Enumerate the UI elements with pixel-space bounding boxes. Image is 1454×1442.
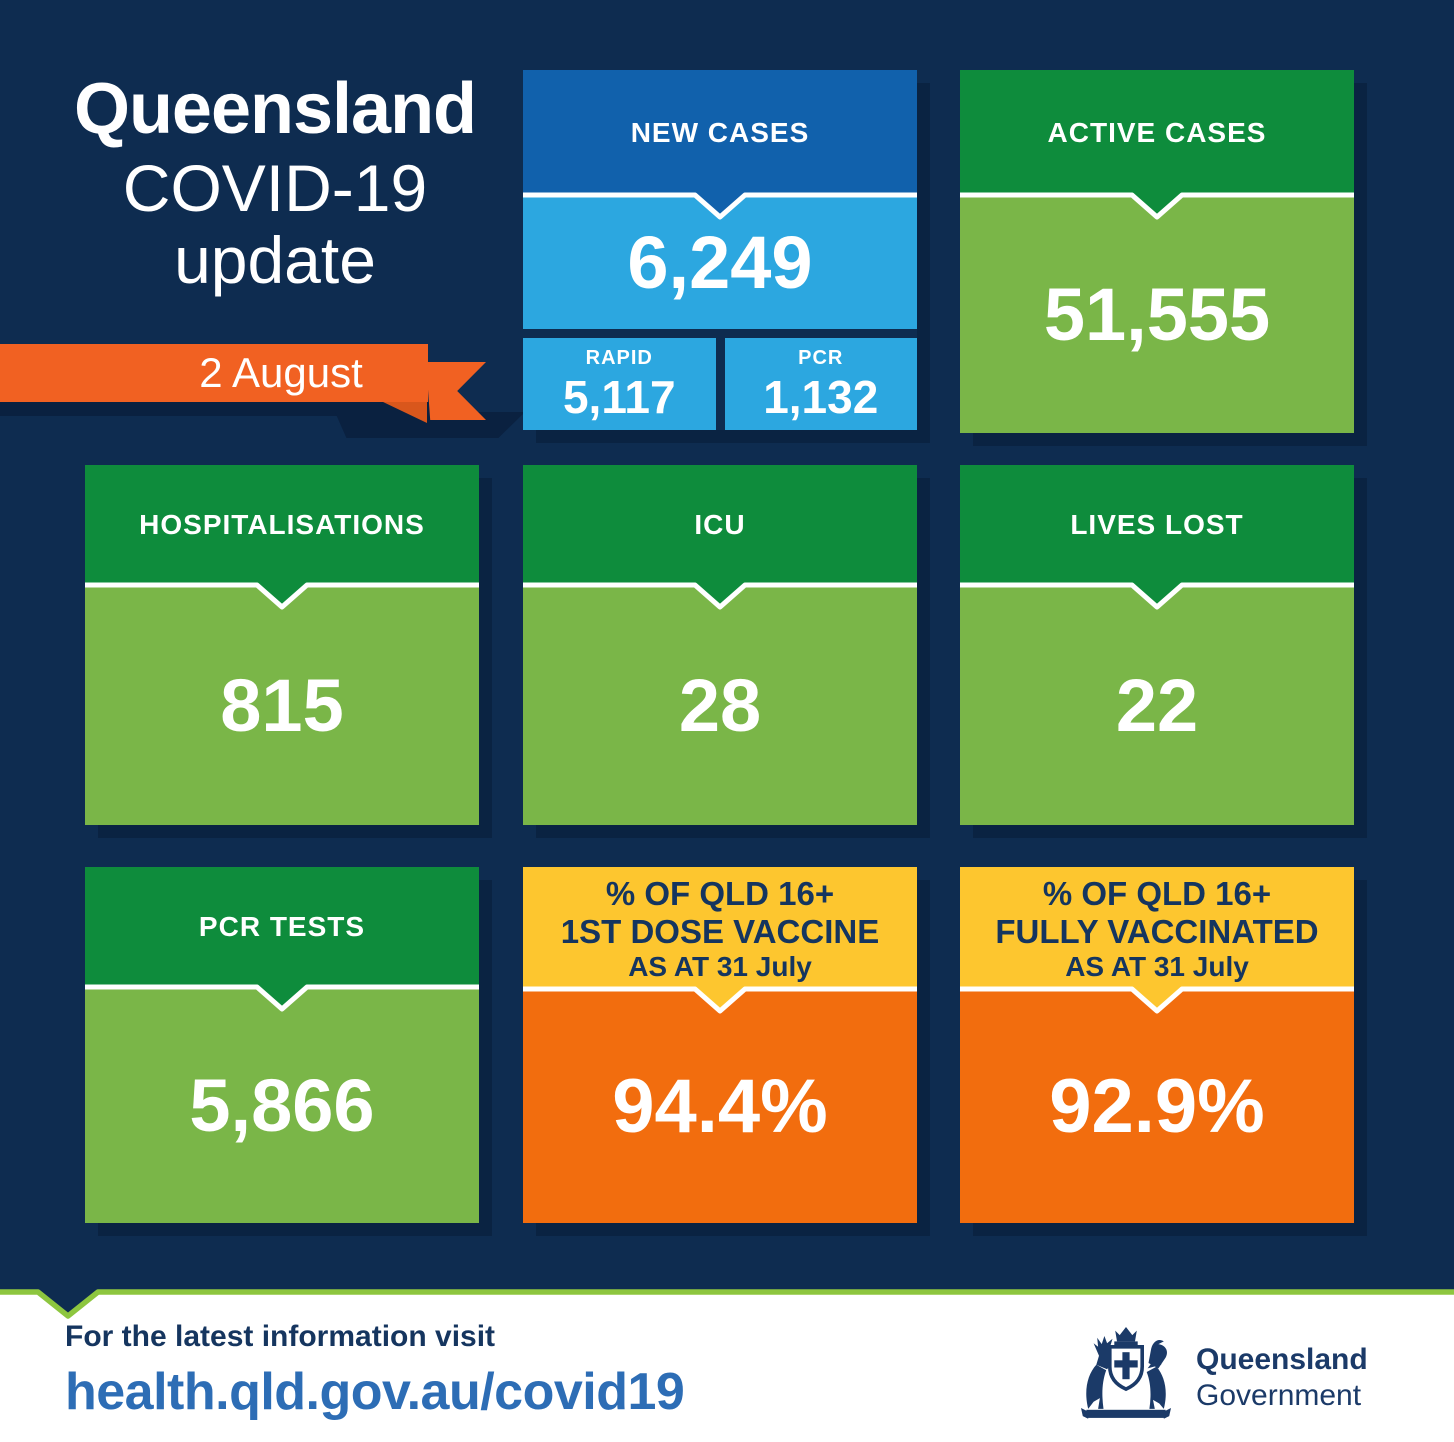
logo-queensland: Queensland bbox=[1196, 1343, 1368, 1376]
stat-card-lives-lost: LIVES LOST 22 bbox=[960, 465, 1354, 825]
footer-info-text: For the latest information visit bbox=[65, 1320, 496, 1353]
rapid-value: 5,117 bbox=[562, 371, 676, 423]
card-title-line1: % OF QLD 16+ bbox=[605, 874, 835, 912]
card-header: PCR TESTS bbox=[85, 867, 479, 987]
stat-card-hospitalisations: HOSPITALISATIONS 815 bbox=[85, 465, 479, 825]
rapid-label: RAPID bbox=[585, 347, 653, 369]
card-title: HOSPITALISATIONS bbox=[139, 509, 425, 540]
footer-notch-decoration bbox=[0, 1289, 1454, 1319]
coat-of-arms-icon bbox=[1081, 1327, 1171, 1419]
stat-card-active-cases: ACTIVE CASES 51,555 bbox=[960, 70, 1354, 433]
card-title-line2: 1ST DOSE VACCINE bbox=[560, 912, 880, 950]
card-body: 28 bbox=[523, 582, 917, 825]
lives-lost-value: 22 bbox=[1115, 663, 1199, 747]
card-title: NEW CASES bbox=[630, 116, 810, 148]
card-title: ACTIVE CASES bbox=[1047, 116, 1267, 148]
page-subtitle-covid19: COVID-19 bbox=[122, 151, 428, 225]
stat-card-fully-vaccinated: % OF QLD 16+ FULLY VACCINATED AS AT 31 J… bbox=[960, 867, 1354, 1223]
logo-government: Government bbox=[1196, 1379, 1362, 1412]
pcr-tests-value: 5,866 bbox=[189, 1063, 375, 1147]
header-notch-decoration bbox=[523, 192, 917, 220]
card-title-line1: % OF QLD 16+ bbox=[1042, 874, 1272, 912]
hospitalisations-value: 815 bbox=[220, 663, 344, 747]
header-notch-decoration bbox=[85, 984, 479, 1012]
stat-card-first-dose-vaccine: % OF QLD 16+ 1ST DOSE VACCINE AS AT 31 J… bbox=[523, 867, 917, 1223]
card-header: ICU bbox=[523, 465, 917, 585]
header-notch-decoration bbox=[85, 582, 479, 610]
card-body: 5,866 bbox=[85, 984, 479, 1223]
pcr-value: 1,132 bbox=[763, 371, 879, 423]
header-notch-decoration bbox=[960, 986, 1354, 1014]
card-title-line3: AS AT 31 July bbox=[1065, 950, 1249, 982]
icu-value: 28 bbox=[678, 663, 762, 747]
new-cases-breakdown: RAPID 5,117 PCR 1,132 bbox=[523, 338, 917, 430]
first-dose-value: 94.4% bbox=[612, 1063, 828, 1149]
rapid-tests-box: RAPID 5,117 bbox=[523, 338, 716, 430]
card-header: % OF QLD 16+ 1ST DOSE VACCINE AS AT 31 J… bbox=[523, 867, 917, 989]
header-notch-decoration bbox=[960, 582, 1354, 610]
footer-url: health.qld.gov.au/covid19 bbox=[65, 1363, 685, 1421]
stat-card-pcr-tests: PCR TESTS 5,866 bbox=[85, 867, 479, 1223]
card-body: 51,555 bbox=[960, 192, 1354, 433]
card-header: % OF QLD 16+ FULLY VACCINATED AS AT 31 J… bbox=[960, 867, 1354, 989]
pcr-cases-box: PCR 1,132 bbox=[724, 338, 917, 430]
card-body: 92.9% bbox=[960, 986, 1354, 1223]
card-body: 6,249 bbox=[523, 192, 917, 329]
pcr-label: PCR bbox=[798, 347, 844, 369]
header-notch-decoration bbox=[523, 582, 917, 610]
card-header: NEW CASES bbox=[523, 70, 917, 195]
new-cases-value: 6,249 bbox=[627, 220, 813, 304]
queensland-government-logo: Queensland Government bbox=[1072, 1316, 1368, 1428]
card-header: ACTIVE CASES bbox=[960, 70, 1354, 195]
page-subtitle-update: update bbox=[174, 223, 376, 297]
card-title: ICU bbox=[694, 509, 746, 540]
active-cases-value: 51,555 bbox=[1043, 272, 1271, 356]
report-date: 2 August bbox=[199, 349, 363, 396]
card-title: LIVES LOST bbox=[1070, 509, 1244, 540]
stat-card-new-cases: NEW CASES 6,249 RAPID 5,117 PCR 1,132 bbox=[523, 70, 917, 430]
logo-text: Queensland Government bbox=[1196, 1342, 1368, 1428]
card-header: LIVES LOST bbox=[960, 465, 1354, 585]
stat-card-icu: ICU 28 bbox=[523, 465, 917, 825]
card-body: 94.4% bbox=[523, 986, 917, 1223]
title-block: Queensland COVID-19 update bbox=[35, 66, 515, 296]
fully-vaccinated-value: 92.9% bbox=[1049, 1063, 1265, 1149]
card-title-line2: FULLY VACCINATED bbox=[995, 912, 1319, 950]
footer: For the latest information visit health.… bbox=[0, 1289, 1454, 1442]
card-body: 815 bbox=[85, 582, 479, 825]
header-notch-decoration bbox=[523, 986, 917, 1014]
card-title-line3: AS AT 31 July bbox=[628, 950, 812, 982]
header-notch-decoration bbox=[960, 192, 1354, 220]
card-header: HOSPITALISATIONS bbox=[85, 465, 479, 585]
ribbon-band: 2 August bbox=[0, 344, 428, 402]
card-body: 22 bbox=[960, 582, 1354, 825]
footer-info: For the latest information visit health.… bbox=[65, 1320, 685, 1422]
page-title: Queensland bbox=[73, 69, 477, 149]
ribbon-tail bbox=[426, 362, 486, 420]
card-title: PCR TESTS bbox=[198, 911, 366, 942]
